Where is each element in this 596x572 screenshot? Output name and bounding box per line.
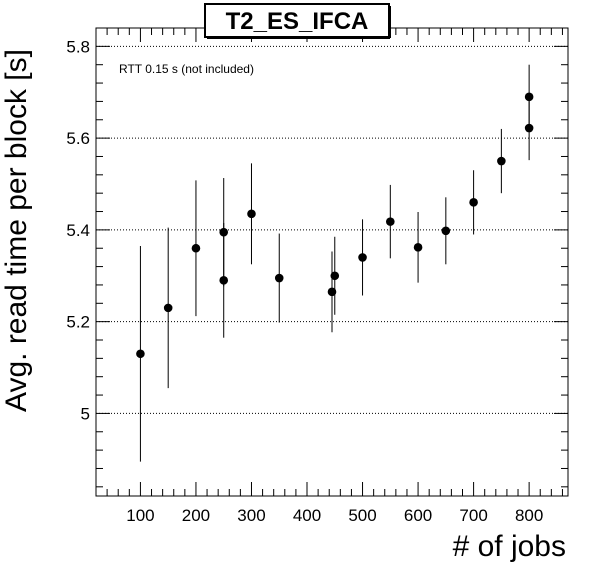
data-point [469,198,478,207]
data-point [358,253,367,262]
y-axis-title: Avg. read time per block [s] [0,49,33,412]
x-tick-label: 600 [404,506,432,525]
chart-title: T2_ES_IFCA [226,8,369,35]
y-tick-label: 5.6 [66,129,90,148]
title-box: T2_ES_IFCA [204,3,391,39]
data-point [219,276,229,285]
data-point [441,226,451,236]
data-points [136,64,534,462]
data-point [413,243,423,252]
data-point [497,156,506,166]
y-tick-label: 5 [81,404,90,423]
axis-ticks: 5 5.2 5.4 5.6 5.8 100 200 300 400 500 600 700 800 [66,27,568,525]
data-point [386,217,395,226]
y-tick-label: 5.4 [66,221,90,240]
x-tick-label: 200 [182,506,210,525]
x-tick-label: 100 [126,506,154,525]
data-point [191,243,201,253]
x-tick-label: 400 [293,506,321,525]
grid-lines [96,45,568,414]
x-tick-label: 800 [515,506,543,525]
data-point [330,271,340,281]
annotation-text: RTT 0.15 s (not included) [119,62,254,76]
y-tick-label: 5.2 [66,313,90,332]
x-tick-label: 700 [459,506,487,525]
data-point [247,209,256,219]
data-point [136,349,145,359]
data-point [274,273,284,283]
data-point [163,303,173,313]
y-tick-label: 5.8 [66,37,90,56]
data-point [327,287,337,297]
x-tick-label: 500 [348,506,376,525]
x-axis-title: # of jobs [453,530,566,563]
x-tick-label: 300 [237,506,265,525]
data-point [524,92,534,102]
